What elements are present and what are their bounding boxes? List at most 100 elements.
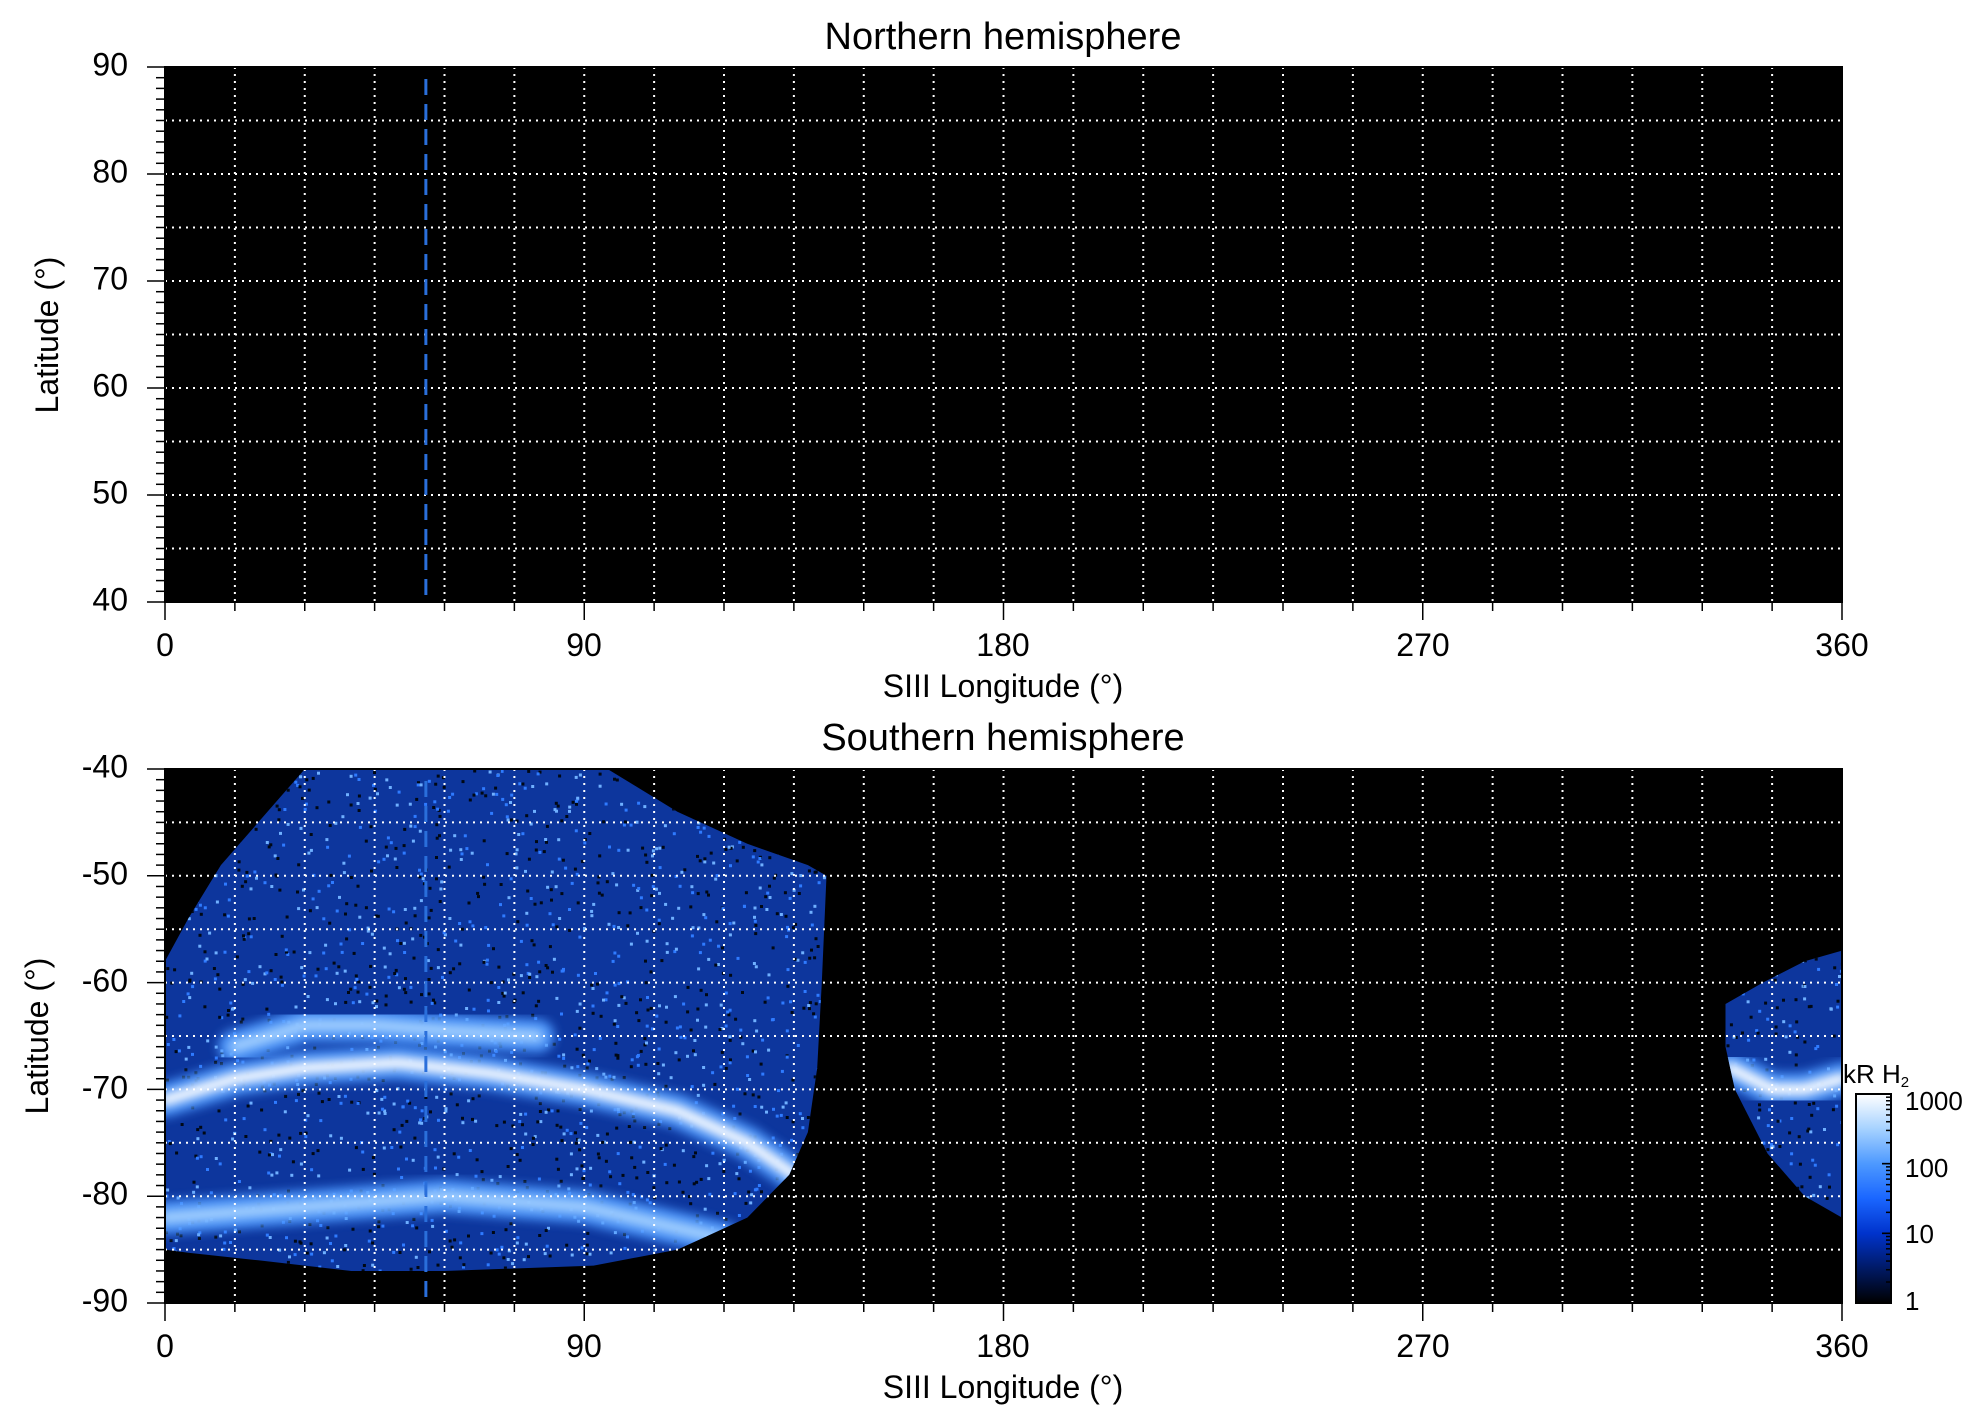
emission-speckle: [724, 1024, 728, 1028]
emission-speckle: [751, 1093, 755, 1097]
emission-speckle: [709, 851, 713, 855]
emission-speckle: [754, 1050, 757, 1054]
emission-speckle: [535, 840, 538, 844]
emission-speckle: [194, 1071, 198, 1075]
emission-speckle: [658, 891, 661, 895]
emission-speckle: [620, 995, 624, 999]
emission-speckle: [671, 916, 675, 920]
emission-speckle: [475, 1158, 479, 1162]
emission-speckle: [775, 912, 779, 916]
emission-speckle: [665, 942, 669, 946]
emission-speckle: [395, 973, 399, 977]
emission-speckle: [419, 933, 423, 937]
emission-speckle: [750, 1193, 754, 1197]
emission-speckle: [649, 1006, 653, 1010]
emission-speckle: [224, 882, 227, 886]
colorbar-tick-label: 1: [1905, 1286, 1919, 1316]
emission-speckle: [409, 985, 413, 989]
emission-speckle: [664, 1143, 668, 1147]
emission-speckle: [190, 971, 194, 975]
emission-speckle: [784, 914, 788, 918]
emission-speckle: [332, 961, 336, 965]
emission-speckle: [644, 981, 648, 985]
emission-speckle: [616, 1056, 620, 1060]
emission-speckle: [755, 1029, 759, 1033]
emission-speckle: [356, 884, 360, 888]
emission-speckle: [539, 901, 543, 905]
emission-speckle: [544, 838, 548, 841]
emission-speckle: [574, 1141, 578, 1145]
emission-speckle: [1734, 1036, 1738, 1039]
emission-speckle: [515, 1241, 519, 1245]
emission-speckle: [786, 968, 790, 972]
emission-speckle: [214, 1060, 218, 1064]
emission-speckle: [491, 1231, 495, 1234]
emission-speckle: [390, 1146, 394, 1149]
emission-speckle: [616, 1054, 620, 1058]
emission-speckle: [534, 1017, 538, 1021]
emission-speckle: [365, 992, 369, 996]
emission-speckle: [576, 1065, 580, 1069]
emission-speckle: [645, 1024, 649, 1028]
emission-speckle: [806, 1116, 810, 1119]
emission-speckle: [265, 971, 269, 975]
emission-speckle: [707, 957, 711, 961]
emission-speckle: [444, 1229, 448, 1233]
emission-speckle: [535, 975, 539, 979]
emission-speckle: [616, 1152, 620, 1156]
emission-speckle: [816, 945, 820, 948]
emission-speckle: [595, 1067, 599, 1071]
emission-speckle: [462, 1265, 465, 1269]
emission-speckle: [581, 859, 585, 863]
emission-speckle: [223, 1230, 227, 1234]
emission-speckle: [516, 920, 520, 924]
emission-speckle: [480, 791, 484, 795]
emission-speckle: [753, 1188, 757, 1192]
emission-speckle: [364, 906, 368, 910]
emission-speckle: [502, 1120, 506, 1124]
northern-title: Northern hemisphere: [825, 16, 1182, 58]
emission-speckle: [245, 870, 249, 874]
x-tick-label: 270: [1396, 627, 1449, 663]
emission-speckle: [497, 965, 501, 969]
emission-speckle: [534, 1004, 538, 1008]
emission-speckle: [1793, 1030, 1797, 1034]
colorbar-unit-subscript: 2: [1901, 1074, 1909, 1091]
emission-speckle: [459, 943, 463, 947]
emission-speckle: [316, 967, 320, 971]
emission-speckle: [1835, 1104, 1839, 1108]
emission-speckle: [636, 888, 640, 892]
emission-speckle: [626, 1235, 629, 1239]
emission-speckle: [608, 1170, 612, 1174]
emission-speckle: [1829, 1007, 1833, 1011]
emission-speckle: [699, 830, 703, 834]
emission-speckle: [737, 1214, 741, 1217]
emission-speckle: [485, 962, 489, 966]
emission-speckle: [1794, 1053, 1798, 1057]
emission-speckle: [674, 1051, 678, 1055]
emission-speckle: [361, 1167, 365, 1171]
emission-speckle: [338, 895, 341, 899]
emission-speckle: [558, 917, 562, 920]
emission-speckle: [386, 854, 389, 858]
emission-speckle: [739, 1035, 743, 1039]
emission-speckle: [311, 1152, 315, 1156]
emission-speckle: [449, 848, 453, 852]
emission-speckle: [291, 1160, 295, 1164]
emission-speckle: [626, 1190, 630, 1194]
emission-speckle: [705, 993, 708, 997]
emission-speckle: [491, 792, 495, 796]
emission-speckle: [317, 771, 320, 775]
emission-speckle: [1814, 957, 1818, 961]
emission-speckle: [516, 1236, 520, 1240]
emission-speckle: [463, 834, 467, 838]
emission-speckle: [719, 1003, 723, 1007]
emission-speckle: [310, 1168, 314, 1172]
emission-speckle: [653, 1248, 657, 1252]
emission-speckle: [816, 993, 820, 997]
emission-speckle: [387, 907, 391, 911]
emission-speckle: [659, 1147, 663, 1151]
emission-speckle: [790, 1138, 794, 1142]
emission-speckle: [630, 1156, 634, 1160]
emission-speckle: [817, 881, 821, 885]
